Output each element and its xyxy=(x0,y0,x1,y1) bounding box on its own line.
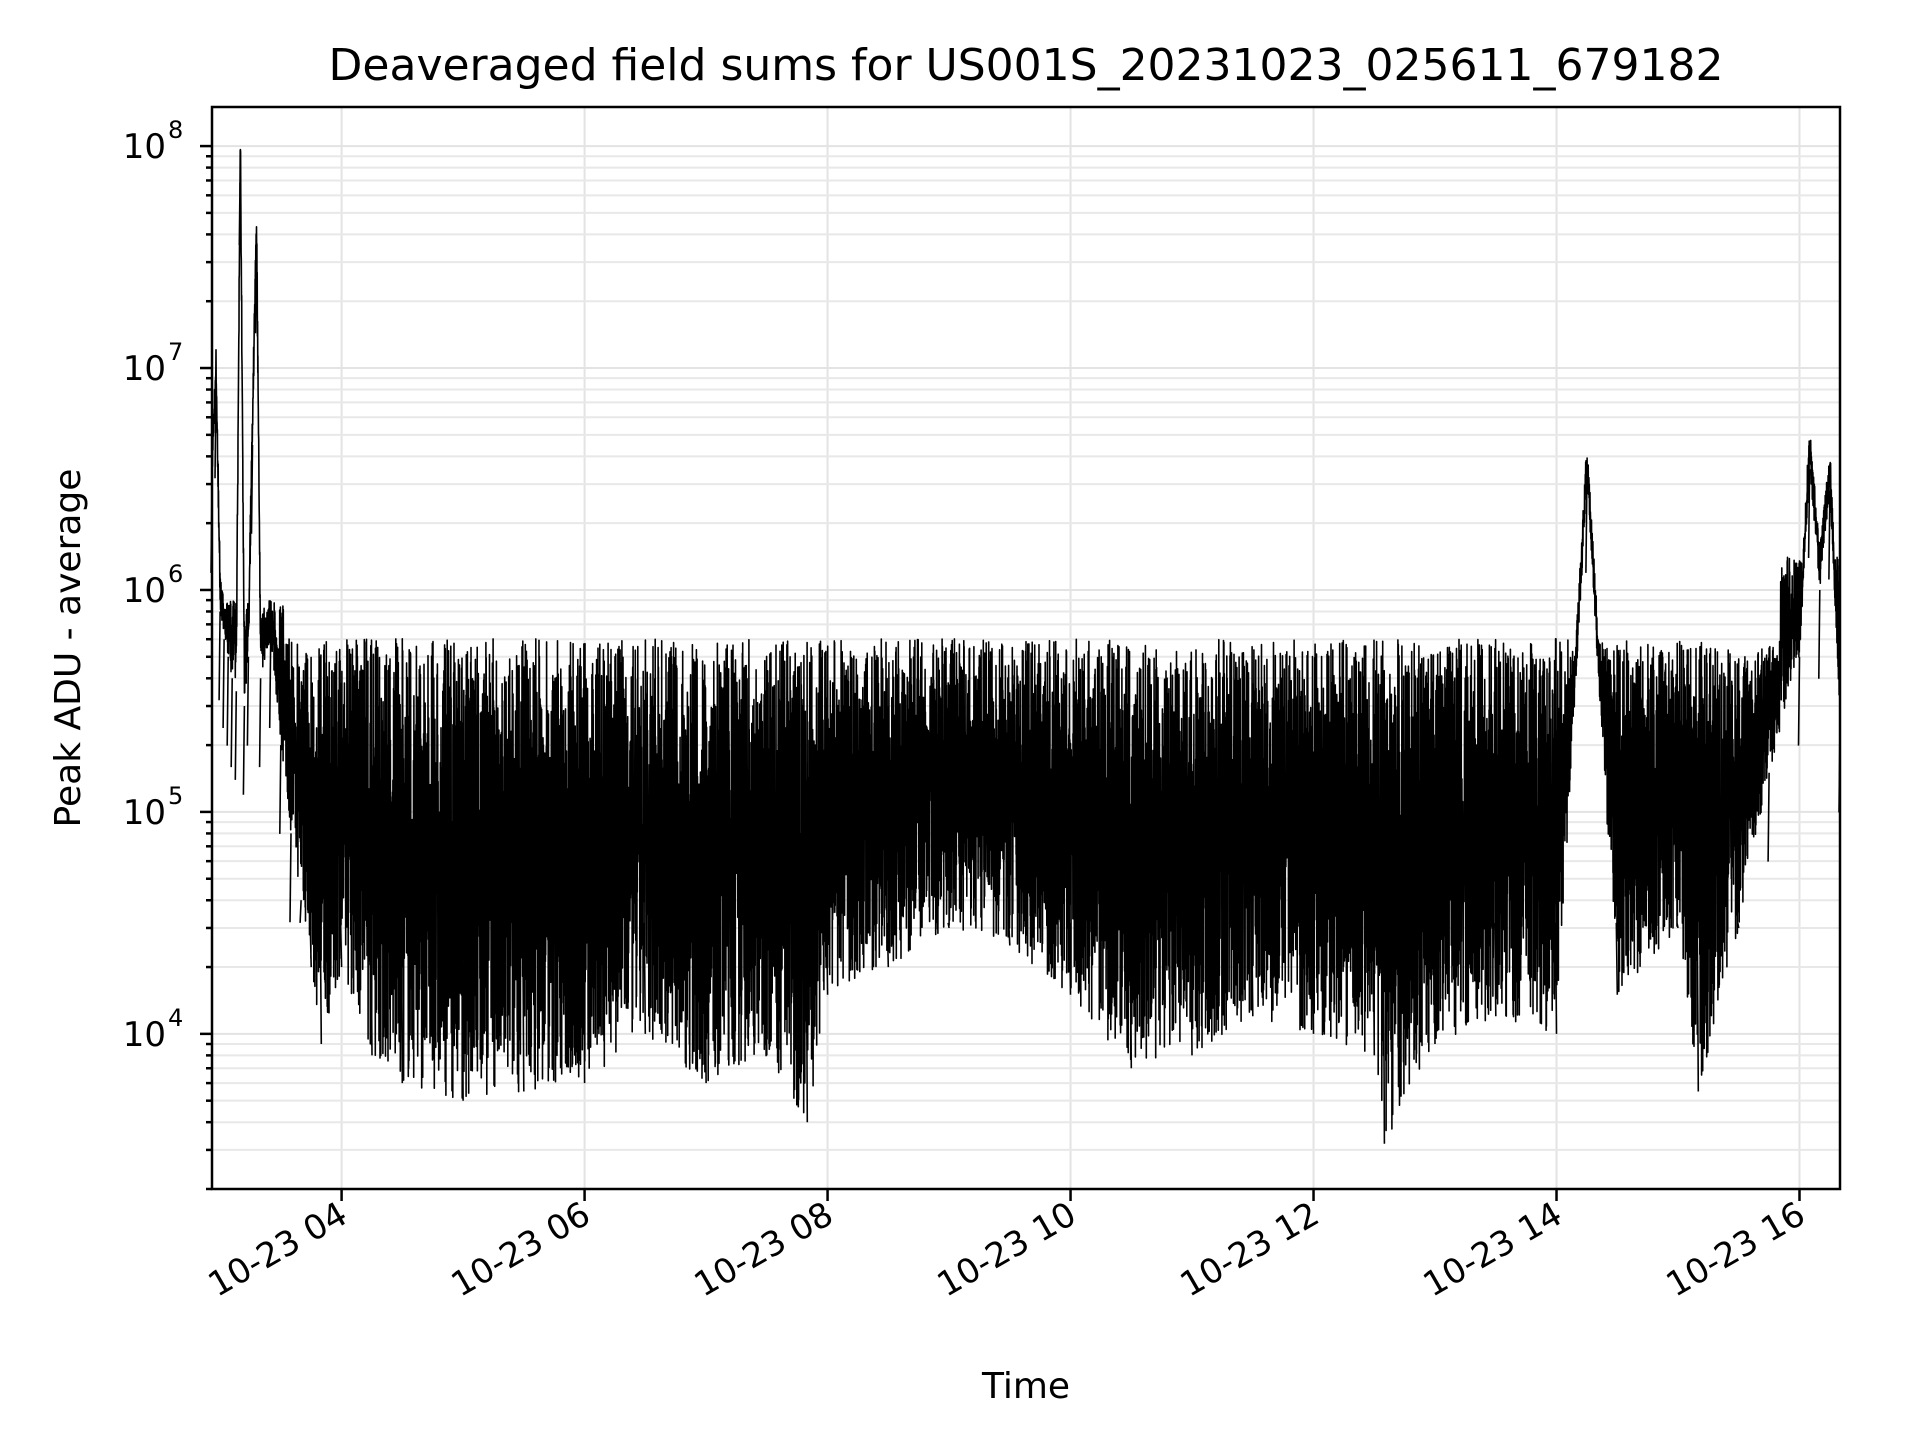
x-tick-label: 10-23 14 xyxy=(1417,1194,1569,1305)
y-tick-exponent: 8 xyxy=(168,116,183,144)
y-tick-label: 10 xyxy=(123,793,166,833)
y-tick-exponent: 6 xyxy=(168,560,183,588)
x-tick-label: 10-23 12 xyxy=(1174,1194,1326,1305)
x-tick-label: 10-23 10 xyxy=(931,1194,1083,1305)
x-axis: 10-23 04 10-23 06 10-23 08 10-23 10 10-23 12… xyxy=(202,1189,1812,1305)
y-tick-label: 10 xyxy=(123,1015,166,1055)
x-tick-label: 10-23 08 xyxy=(688,1194,840,1305)
series-line xyxy=(210,148,1841,1144)
x-tick-label: 10-23 06 xyxy=(445,1194,597,1305)
y-tick-label: 10 xyxy=(123,571,166,611)
x-tick-label: 10-23 16 xyxy=(1660,1194,1812,1305)
x-axis-label: Time xyxy=(981,1366,1070,1407)
y-tick-exponent: 4 xyxy=(168,1004,183,1032)
chart-title: Deaveraged field sums for US001S_2023102… xyxy=(329,40,1724,91)
x-tick-label: 10-23 04 xyxy=(202,1194,354,1305)
y-tick-label: 10 xyxy=(123,349,166,389)
y-axis-label: Peak ADU - average xyxy=(48,469,89,828)
y-tick-exponent: 7 xyxy=(168,338,183,366)
y-tick-exponent: 5 xyxy=(168,782,183,810)
plot-frame xyxy=(210,105,1842,1191)
y-tick-label: 10 xyxy=(123,127,166,167)
